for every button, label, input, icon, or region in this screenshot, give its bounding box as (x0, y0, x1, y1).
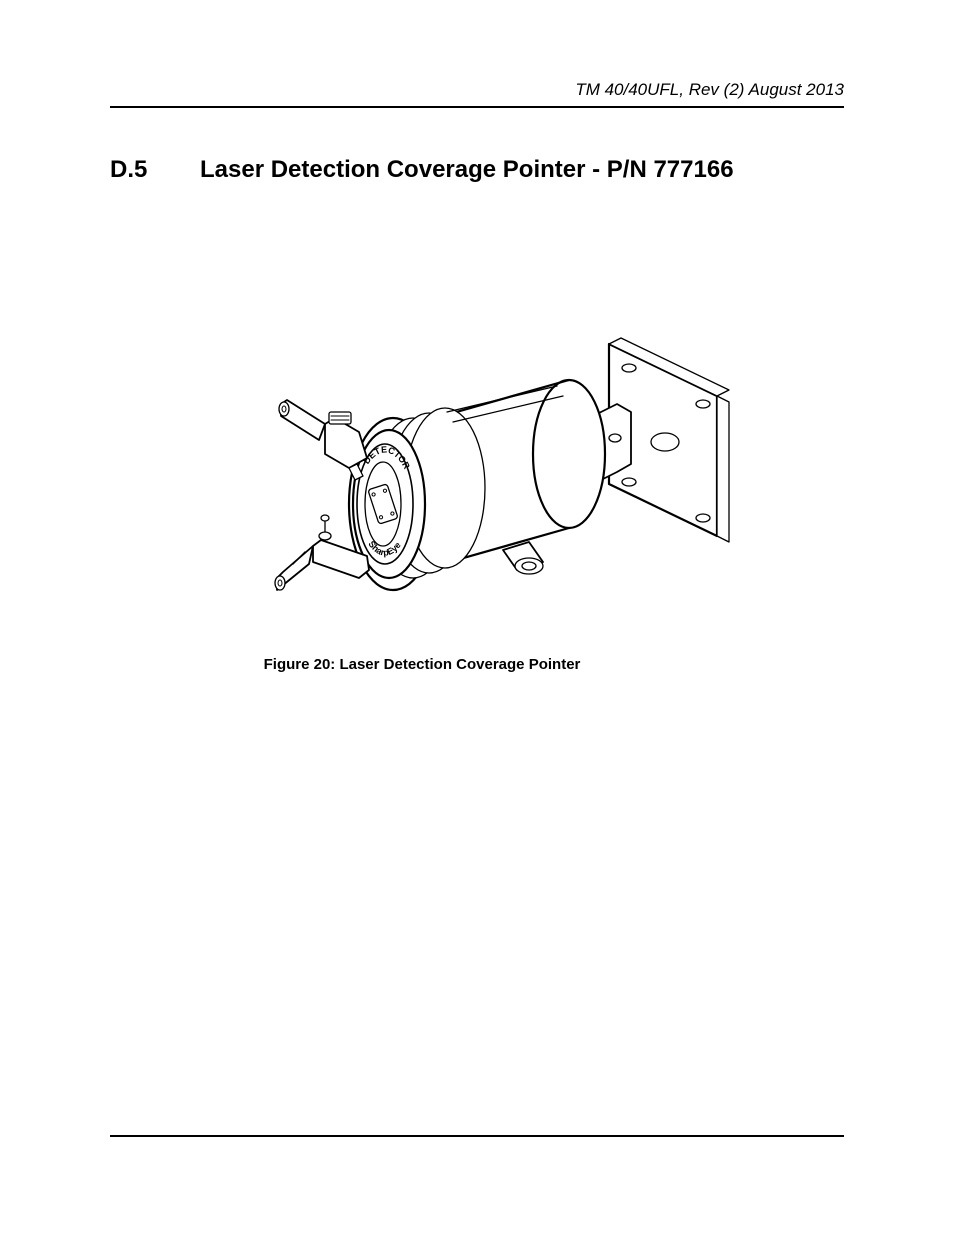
page: TM 40/40UFL, Rev (2) August 2013 D.5Lase… (0, 0, 954, 1235)
figure-container: DETECTOR SharpEye (110, 304, 844, 673)
section-number: D.5 (110, 156, 200, 184)
figure-caption: Figure 20: Laser Detection Coverage Poin… (0, 656, 844, 673)
section-heading: D.5Laser Detection Coverage Pointer - P/… (110, 156, 844, 184)
figure-drawing: DETECTOR SharpEye (217, 304, 737, 644)
section-title: Laser Detection Coverage Pointer - P/N 7… (200, 156, 734, 183)
doc-id-text: TM 40/40UFL, Rev (2) August 2013 (575, 80, 844, 99)
footer-rule (110, 1135, 844, 1137)
running-header: TM 40/40UFL, Rev (2) August 2013 (110, 80, 844, 108)
